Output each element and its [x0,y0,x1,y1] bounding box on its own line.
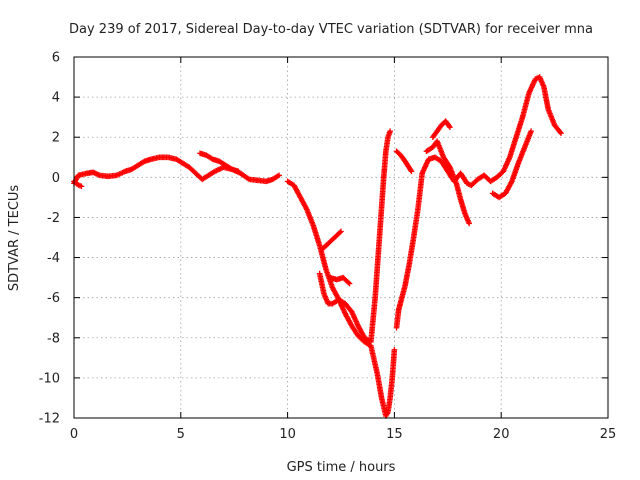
data-point-marker [528,128,534,135]
data-point-marker [276,172,282,179]
y-tick-label: 6 [52,51,60,66]
data-point-marker [338,228,344,235]
plot-frame [73,56,609,419]
data-point-marker [557,129,563,135]
y-tick-label: -8 [47,331,60,346]
data-point-marker [447,124,453,130]
grid [74,57,608,418]
y-tick-label: -4 [47,251,60,266]
data-point-marker [337,229,343,236]
y-tick-label: -2 [47,211,60,226]
y-tick-label: 4 [52,91,60,106]
data-point-marker [235,168,242,175]
data-point-marker [466,220,472,227]
data-point-marker [391,347,398,353]
x-tick-label: 20 [493,427,510,442]
data-point-marker [446,123,452,129]
data-point-marker [558,130,564,137]
x-axis-label: GPS time / hours [287,460,396,475]
y-tick-label: 2 [52,131,60,146]
y-tick-label: -6 [47,291,60,306]
x-tick-label: 5 [177,427,185,442]
data-point-marker [387,128,393,135]
data-points [71,74,564,419]
y-axis-label: SDTVAR / TECUs [7,185,22,292]
chart-title: Day 239 of 2017, Sidereal Day-to-day VTE… [69,22,593,37]
ticks [73,56,609,419]
x-tick-label: 10 [279,427,296,442]
data-point-marker [78,183,85,190]
x-tick-label: 0 [70,427,78,442]
tick-labels: 0 5 10 15 20 25 -12 -10 -8 -6 -4 -2 0 2 4 6 [39,51,617,443]
x-tick-label: 25 [600,427,617,442]
data-point-marker [408,168,415,175]
y-tick-label: -12 [39,412,60,427]
x-tick-label: 15 [386,427,403,442]
data-point-marker [345,279,352,286]
y-tick-label: 0 [52,171,60,186]
data-point-marker [346,280,353,287]
y-tick-label: -10 [39,371,60,386]
